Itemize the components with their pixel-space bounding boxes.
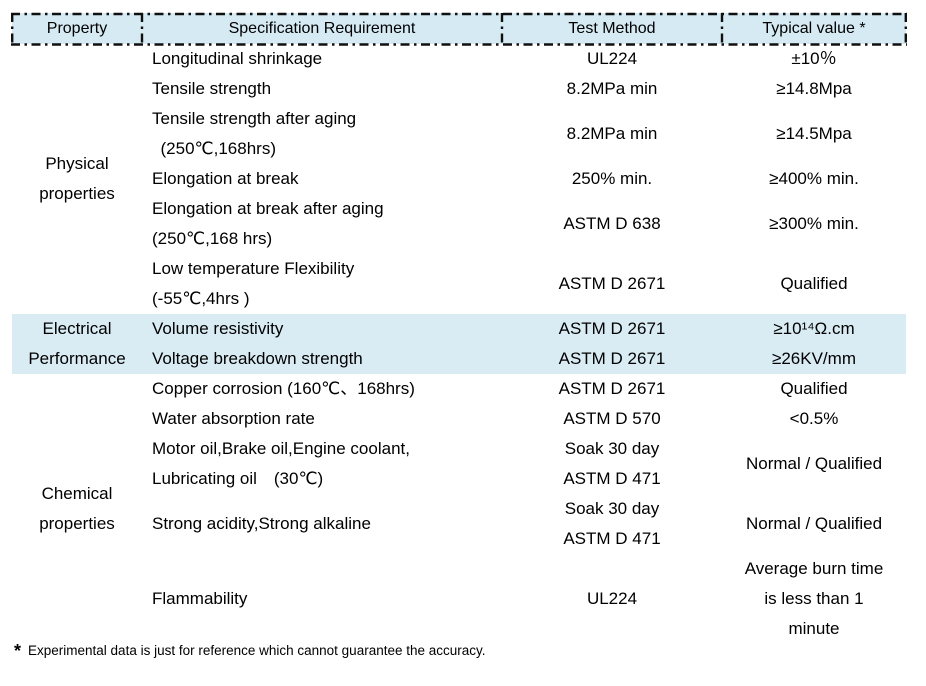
spec-cell: Volume resistivity <box>142 314 502 344</box>
spec-cell: Voltage breakdown strength <box>142 344 502 374</box>
spec-cell: Motor oil,Brake oil,Engine coolant, Lubr… <box>152 439 410 488</box>
test-cell: ASTM D 2671 <box>502 314 722 344</box>
asterisk-marker: * <box>14 641 22 661</box>
test-cell: ASTM D 638 <box>563 214 661 233</box>
spec-cell: Tensile strength <box>152 79 272 98</box>
value-cell: ±10％ <box>791 49 837 68</box>
value-cell: Normal / Qualified <box>745 454 883 473</box>
property-group-cell: Chemical properties <box>39 484 115 533</box>
table-row: Motor oil,Brake oil,Engine coolant, Lubr… <box>12 434 906 494</box>
spec-cell: Elongation at break <box>152 169 299 188</box>
value-cell: ≥26KV/mm <box>722 344 906 374</box>
value-cell: ≥14.8Mpa <box>776 79 852 98</box>
property-group-cell: Electrical Performance <box>12 314 142 374</box>
table-row: Voltage breakdown strength ASTM D 2671 ≥26… <box>12 344 906 374</box>
table-row: Physical properties Longitudinal shrinkag… <box>12 44 906 203</box>
value-cell: ≥10¹⁴Ω.cm <box>722 314 906 344</box>
table-row: Elongation at break 250% min. ≥400% min. <box>12 164 906 194</box>
table-row: Tensile strength after aging (250℃,168hr… <box>12 104 906 164</box>
spec-cell: Elongation at break after aging (250℃,16… <box>152 199 384 248</box>
table-row: Low temperature Flexibility (-55℃,4hrs )… <box>12 254 906 314</box>
footnote: * Experimental data is just for reference… <box>14 639 486 661</box>
table-row: Electrical Performance Volume resistivity… <box>12 314 906 374</box>
test-cell: ASTM D 570 <box>563 409 661 428</box>
test-cell: Soak 30 day ASTM D 471 <box>563 439 661 488</box>
test-cell: Soak 30 day ASTM D 471 <box>563 499 661 548</box>
test-cell: ASTM D 2671 <box>558 274 666 293</box>
table-row: Elongation at break after aging (250℃,16… <box>12 194 906 254</box>
value-cell: ≥300% min. <box>769 214 859 233</box>
column-header-test-method: Test Method <box>502 13 722 44</box>
table-row: Chemical properties Copper corrosion (160… <box>12 374 906 533</box>
header-row: Property Specification Requirement Test … <box>12 13 906 44</box>
table-row: Strong acidity,Strong alkaline Soak 30 da… <box>12 494 906 554</box>
spec-cell: Longitudinal shrinkage <box>152 49 323 68</box>
table-row: Tensile strength 8.2MPa min ≥14.8Mpa <box>12 74 906 104</box>
spec-cell: Tensile strength after aging (250℃,168hr… <box>152 109 357 158</box>
spec-cell: Flammability <box>152 589 248 608</box>
spec-cell: Strong acidity,Strong alkaline <box>152 514 371 533</box>
value-cell: Qualified <box>780 274 848 293</box>
column-header-typical-value: Typical value * <box>722 13 906 44</box>
table-row: Water absorption rate ASTM D 570 <0.5% <box>12 404 906 434</box>
value-cell: Qualified <box>780 379 848 398</box>
spec-cell: Low temperature Flexibility (-55℃,4hrs ) <box>152 259 355 308</box>
value-cell: Normal / Qualified <box>745 514 883 533</box>
test-cell: ASTM D 2671 <box>558 379 666 398</box>
spec-cell: Copper corrosion (160℃、168hrs) <box>152 379 415 398</box>
test-cell: UL224 <box>586 589 638 608</box>
value-cell: <0.5% <box>789 409 839 428</box>
column-header-property: Property <box>12 13 142 44</box>
column-header-specification: Specification Requirement <box>142 13 502 44</box>
spec-table: Property Specification Requirement Test … <box>11 12 907 644</box>
property-group-cell: Physical properties <box>39 154 115 203</box>
test-cell: UL224 <box>586 49 638 68</box>
table-row: Flammability UL224 Average burn time is le… <box>12 554 906 644</box>
value-cell: ≥400% min. <box>769 169 859 188</box>
spec-cell: Water absorption rate <box>152 409 315 428</box>
footnote-text: Experimental data is just for reference … <box>28 643 486 658</box>
specification-table: Property Specification Requirement Test … <box>12 13 906 644</box>
test-cell: 8.2MPa min <box>566 79 658 98</box>
value-cell: ≥14.5Mpa <box>776 124 852 143</box>
test-cell: 8.2MPa min <box>566 124 658 143</box>
value-cell: Average burn time is less than 1 minute <box>744 559 884 638</box>
test-cell: ASTM D 2671 <box>502 344 722 374</box>
test-cell: 250% min. <box>571 169 653 188</box>
